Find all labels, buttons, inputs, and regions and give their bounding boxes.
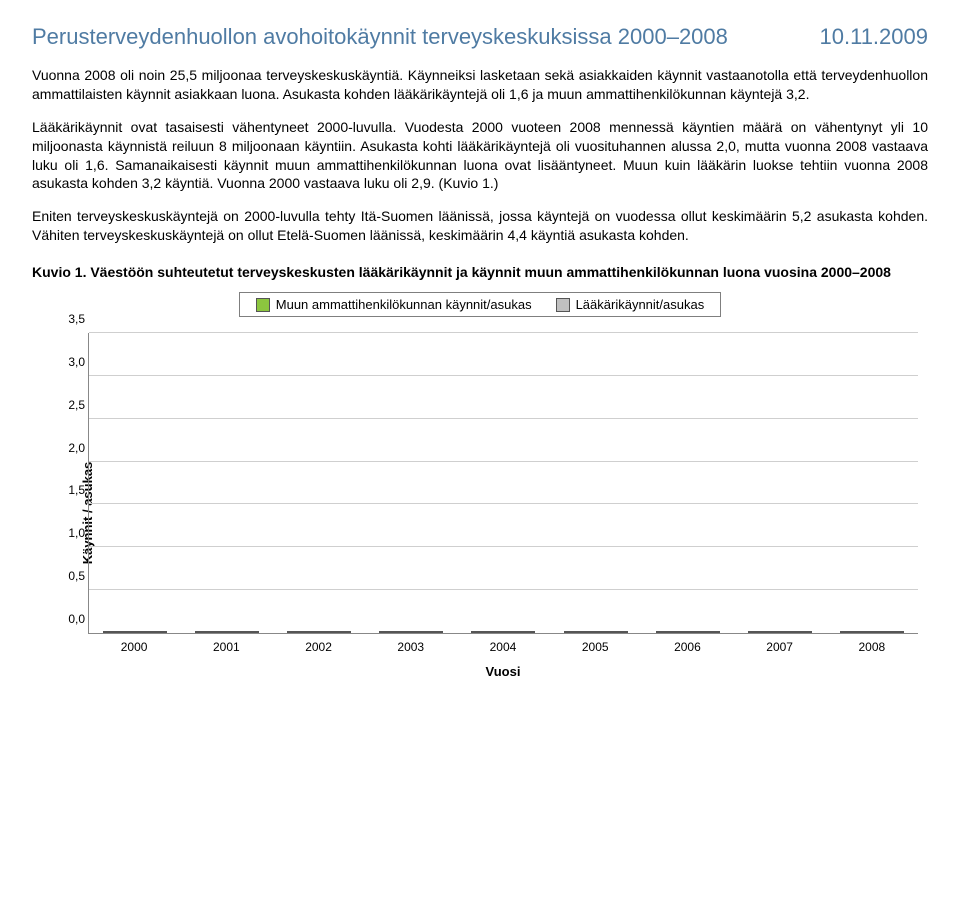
legend: Muun ammattihenkilökunnan käynnit/asukas… xyxy=(239,292,721,317)
bar-series1 xyxy=(195,631,227,633)
bar-series2 xyxy=(411,631,443,633)
legend-label-2: Lääkärikäynnit/asukas xyxy=(576,297,705,312)
y-tick: 1,0 xyxy=(55,526,85,540)
bar-series2 xyxy=(872,631,904,633)
x-tick: 2008 xyxy=(840,640,904,654)
bar-series2 xyxy=(688,631,720,633)
bar-group xyxy=(195,631,259,633)
bar-series2 xyxy=(135,631,167,633)
grid-line xyxy=(89,589,918,590)
y-tick: 1,5 xyxy=(55,483,85,497)
bar-group xyxy=(103,631,167,633)
x-tick: 2003 xyxy=(379,640,443,654)
bar-series2 xyxy=(596,631,628,633)
x-tick: 2007 xyxy=(748,640,812,654)
bar-series1 xyxy=(103,631,135,633)
bar-group xyxy=(656,631,720,633)
y-tick: 3,0 xyxy=(55,355,85,369)
bar-series1 xyxy=(379,631,411,633)
legend-item-1: Muun ammattihenkilökunnan käynnit/asukas xyxy=(256,297,532,312)
y-tick: 2,5 xyxy=(55,398,85,412)
header-row: Perusterveydenhuollon avohoitokäynnit te… xyxy=(32,24,928,50)
grid-line xyxy=(89,375,918,376)
y-tick: 0,0 xyxy=(55,612,85,626)
legend-item-2: Lääkärikäynnit/asukas xyxy=(556,297,705,312)
bar-series2 xyxy=(227,631,259,633)
bar-series1 xyxy=(471,631,503,633)
figure-caption: Kuvio 1. Väestöön suhteutetut terveyskes… xyxy=(32,263,928,282)
bar-series2 xyxy=(780,631,812,633)
legend-label-1: Muun ammattihenkilökunnan käynnit/asukas xyxy=(276,297,532,312)
x-ticks: 2000 2001 2002 2003 2004 2005 2006 2007 2008 xyxy=(88,640,918,654)
grid-line xyxy=(89,503,918,504)
grid-line xyxy=(89,418,918,419)
x-axis-label: Vuosi xyxy=(88,664,918,679)
x-tick: 2000 xyxy=(102,640,166,654)
bar-group xyxy=(287,631,351,633)
x-tick: 2004 xyxy=(471,640,535,654)
page-title: Perusterveydenhuollon avohoitokäynnit te… xyxy=(32,24,728,50)
x-tick: 2005 xyxy=(563,640,627,654)
bar-group xyxy=(471,631,535,633)
legend-swatch-2 xyxy=(556,298,570,312)
bar-series1 xyxy=(287,631,319,633)
bar-series2 xyxy=(319,631,351,633)
bar-series1 xyxy=(656,631,688,633)
y-tick: 3,5 xyxy=(55,312,85,326)
bar-series2 xyxy=(503,631,535,633)
plot-area: 0,00,51,01,52,02,53,03,5 xyxy=(88,333,918,634)
bar-group xyxy=(748,631,812,633)
paragraph-1: Vuonna 2008 oli noin 25,5 miljoonaa terv… xyxy=(32,66,928,104)
y-tick: 2,0 xyxy=(55,441,85,455)
bar-series1 xyxy=(564,631,596,633)
bar-series1 xyxy=(748,631,780,633)
bar-group xyxy=(379,631,443,633)
legend-swatch-1 xyxy=(256,298,270,312)
bar-series1 xyxy=(840,631,872,633)
grid-line xyxy=(89,332,918,333)
bar-group xyxy=(840,631,904,633)
chart-area: Käynnit / asukas 0,00,51,01,52,02,53,03,… xyxy=(88,333,918,693)
bars-row xyxy=(89,333,918,633)
page-date: 10.11.2009 xyxy=(820,24,928,50)
x-tick: 2006 xyxy=(655,640,719,654)
x-tick: 2001 xyxy=(194,640,258,654)
y-tick: 0,5 xyxy=(55,569,85,583)
paragraph-2: Lääkärikäynnit ovat tasaisesti vähentyne… xyxy=(32,118,928,194)
paragraph-3: Eniten terveyskeskuskäyntejä on 2000-luv… xyxy=(32,207,928,245)
grid-line xyxy=(89,546,918,547)
bar-group xyxy=(564,631,628,633)
grid-line xyxy=(89,461,918,462)
x-tick: 2002 xyxy=(287,640,351,654)
chart: Muun ammattihenkilökunnan käynnit/asukas… xyxy=(32,292,928,693)
